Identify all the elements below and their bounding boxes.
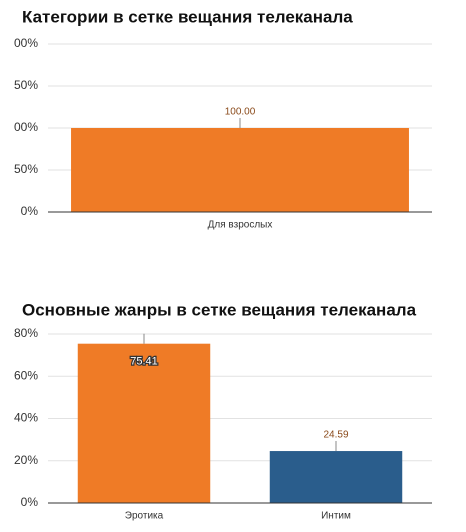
y-tick-label: 60%: [14, 368, 38, 382]
bar: [77, 343, 211, 503]
chart-title: Категории в сетке вещания телеканала: [22, 7, 353, 26]
y-tick-label: 00%: [14, 36, 38, 50]
y-tick-label: 50%: [14, 78, 38, 92]
x-tick-label: Интим: [321, 511, 351, 522]
y-tick-label: 0%: [21, 495, 39, 509]
y-tick-label: 20%: [14, 453, 38, 467]
y-tick-label: 0%: [21, 204, 39, 218]
value-label: 75.41: [130, 356, 158, 368]
value-label: 24.59: [323, 430, 348, 441]
y-tick-label: 00%: [14, 120, 38, 134]
y-tick-label: 80%: [14, 326, 38, 340]
x-tick-label: Эротика: [125, 511, 164, 522]
x-tick-label: Для взрослых: [208, 220, 273, 231]
y-tick-label: 50%: [14, 162, 38, 176]
bar: [269, 451, 403, 503]
bar: [71, 128, 409, 212]
y-tick-label: 40%: [14, 411, 38, 425]
chart-title: Основные жанры в сетке вещания телеканал…: [22, 300, 417, 319]
value-label: 100.00: [225, 107, 256, 118]
